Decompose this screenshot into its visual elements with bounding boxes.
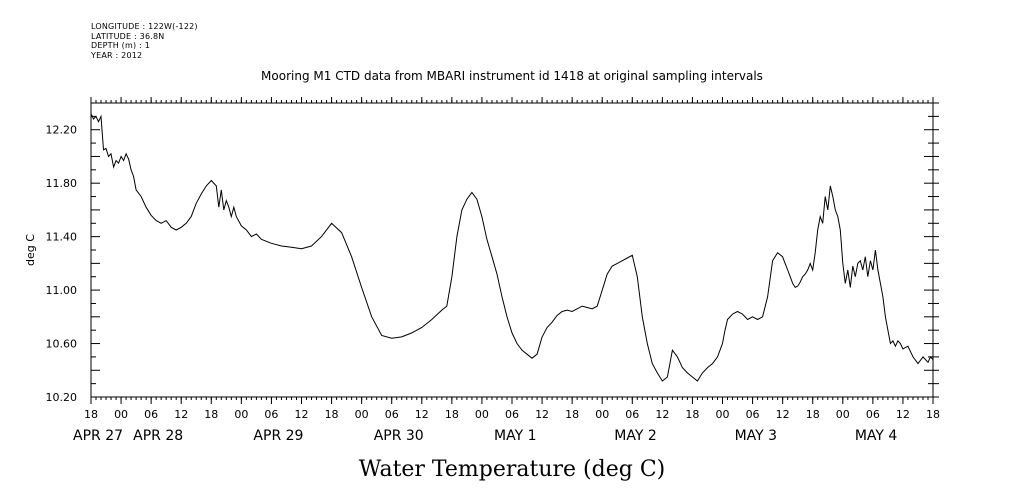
- x-axis: 18 00 06 12 18 00 06 12 18 00 06 12 18 00 06 12 18 00 06 12…: [84, 97, 940, 421]
- x-tick-label: 06: [625, 408, 639, 421]
- day-label: APR 30: [374, 428, 424, 444]
- x-tick-label: 00: [114, 408, 128, 421]
- y-axis: 10.20 10.60 11.00 11.40 11.80 12.20: [46, 102, 939, 404]
- x-tick-label: 18: [204, 408, 218, 421]
- x-tick-label: 00: [234, 408, 248, 421]
- minor-ticks: [90, 100, 934, 400]
- day-labels: APR 27 APR 28 APR 29 APR 30 MAY 1 MAY 2 MAY 3 M…: [73, 428, 897, 444]
- x-tick-label: 18: [565, 408, 579, 421]
- x-tick-label: 18: [685, 408, 699, 421]
- y-tick-label: 10.60: [46, 338, 78, 351]
- chart-title: Mooring M1 CTD data from MBARI instrumen…: [261, 69, 763, 83]
- day-label: APR 29: [253, 428, 303, 444]
- x-tick-label: 12: [535, 408, 549, 421]
- day-label: MAY 1: [494, 428, 536, 444]
- y-axis-label: deg C: [24, 234, 37, 266]
- y-tick-label: 11.00: [46, 284, 78, 297]
- temperature-line: [90, 113, 934, 382]
- meta-year: YEAR : 2012: [91, 50, 143, 60]
- day-label: MAY 2: [614, 428, 656, 444]
- x-tick-label: 06: [385, 408, 399, 421]
- meta-depth: DEPTH (m) : 1: [91, 41, 150, 50]
- y-tick-label: 10.20: [46, 391, 78, 404]
- x-tick-label: 06: [144, 408, 158, 421]
- y-tick-label: 11.80: [46, 177, 78, 190]
- day-label: MAY 3: [735, 428, 777, 444]
- meta-longitude: LONGITUDE : 122W(-122): [91, 22, 198, 31]
- x-tick-label: 12: [776, 408, 790, 421]
- day-label: APR 27: [73, 428, 123, 444]
- x-tick-label: 18: [806, 408, 820, 421]
- x-tick-label: 06: [505, 408, 519, 421]
- x-tick-label: 06: [746, 408, 760, 421]
- plot-frame: [90, 102, 934, 398]
- day-label: APR 28: [133, 428, 183, 444]
- x-tick-label: 12: [896, 408, 910, 421]
- x-tick-label: 18: [325, 408, 339, 421]
- x-tick-label: 00: [836, 408, 850, 421]
- x-tick-label: 12: [655, 408, 669, 421]
- x-tick-label: 00: [595, 408, 609, 421]
- x-tick-label: 00: [716, 408, 730, 421]
- y-tick-label: 11.40: [46, 231, 78, 244]
- metadata-block: LONGITUDE : 122W(-122) LATITUDE : 36.8N …: [91, 22, 198, 60]
- y-tick-label: 12.20: [46, 124, 78, 137]
- meta-latitude: LATITUDE : 36.8N: [91, 31, 165, 41]
- x-tick-label: 18: [445, 408, 459, 421]
- x-tick-label: 00: [355, 408, 369, 421]
- x-axis-label: Water Temperature (deg C): [359, 457, 666, 482]
- x-tick-label: 06: [264, 408, 278, 421]
- x-tick-label: 12: [415, 408, 429, 421]
- x-tick-label: 12: [295, 408, 309, 421]
- x-tick-label: 12: [174, 408, 188, 421]
- x-tick-label: 06: [866, 408, 880, 421]
- x-tick-label: 18: [84, 408, 98, 421]
- x-tick-label: 00: [475, 408, 489, 421]
- day-label: MAY 4: [855, 428, 898, 444]
- x-tick-label: 18: [926, 408, 940, 421]
